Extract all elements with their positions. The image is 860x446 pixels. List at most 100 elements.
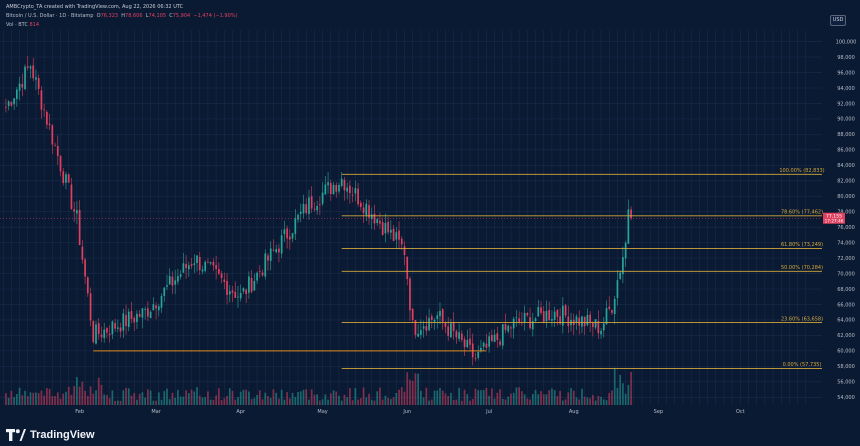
price-tick-label: 70,000 [837, 271, 855, 277]
candle-body [515, 317, 518, 319]
currency-button[interactable]: USD [830, 15, 846, 26]
volume-bar [168, 399, 171, 405]
volume-bar [237, 397, 239, 405]
volume-bar [406, 372, 409, 405]
volume-legend[interactable]: Vol · BTC 814 [6, 22, 40, 28]
volume-bar [209, 399, 212, 405]
high-value: 78,606 [125, 13, 143, 19]
volume-bar [253, 398, 256, 405]
candle-body [92, 321, 95, 343]
candle-body [376, 219, 379, 224]
candle-body [466, 340, 469, 348]
volume-bar [310, 389, 313, 405]
volume-bar [95, 390, 97, 405]
candle-body [272, 249, 275, 251]
candle-body [455, 331, 458, 338]
candle-body [190, 264, 193, 266]
candle-body [395, 232, 398, 240]
candle-body [392, 228, 395, 241]
candle-body [305, 204, 308, 214]
candle-body [458, 332, 460, 340]
volume-bar [196, 387, 198, 405]
volume-bar [78, 386, 81, 405]
time-tick-label: Sep [654, 409, 663, 415]
candle-body [480, 347, 482, 352]
volume-bar [144, 397, 146, 405]
candle-body [373, 213, 376, 224]
volume-bar [529, 399, 531, 405]
candle-body [56, 146, 59, 157]
volume-bar [248, 391, 250, 405]
candle-body [70, 184, 73, 209]
price-tick-label: 100,000 [836, 39, 857, 45]
candle-body [381, 222, 384, 235]
candle-body [630, 209, 632, 219]
volume-bar [207, 391, 209, 405]
candle-body [256, 272, 258, 281]
candle-body [551, 319, 553, 321]
candle-body [611, 310, 613, 313]
candle-body [7, 101, 10, 106]
symbol-name[interactable]: Bitcoin / U.S. Dollar · 1D · Bitstamp [6, 13, 94, 19]
time-tick-label: Feb [75, 409, 84, 415]
candle-body [242, 288, 245, 292]
volume-bar [354, 388, 357, 405]
candle-body [422, 326, 425, 329]
price-tick-label: 78,000 [837, 210, 855, 216]
volume-bar [127, 388, 130, 405]
candle-body [518, 318, 521, 323]
volume-bar [288, 398, 291, 405]
candle-body [439, 310, 441, 317]
candle-body [340, 178, 343, 186]
candle-body [258, 271, 261, 273]
candle-body [223, 279, 226, 283]
volume-bar [469, 400, 471, 405]
volume-bar [501, 398, 504, 405]
volume-bar [305, 389, 308, 405]
volume-bar [608, 393, 611, 405]
candle-body [564, 305, 567, 316]
time-axis[interactable]: Feb Mar Apr May Jun Jul Aug Sep Oct [75, 409, 744, 415]
candle-body [147, 308, 149, 317]
candle-body [583, 316, 586, 327]
candle-body [444, 322, 447, 327]
fibonacci-retracement: 100.00% (82,833) 78.60% (77,462) 61.80% (7… [341, 168, 825, 369]
volume-bar [477, 390, 480, 405]
price-axis[interactable]: 100,000 98,000 96,000 94,000 92,000 90,000 88,… [0, 39, 856, 401]
candle-body [556, 310, 559, 317]
volume-bar [466, 394, 469, 405]
volume-bar [556, 396, 559, 405]
candle-body [193, 263, 196, 265]
candle-body [54, 145, 56, 147]
volume-bar [329, 393, 332, 405]
price-tick-label: 72,000 [837, 256, 855, 262]
tradingview-logo-icon [6, 429, 26, 441]
candle-body [174, 280, 177, 285]
candle-body [460, 333, 463, 340]
volume-bar [149, 390, 152, 405]
candle-body [622, 257, 624, 275]
volume-bar [526, 398, 529, 405]
candle-body [269, 248, 272, 261]
price-tick-label: 76,000 [837, 225, 855, 231]
volume-bar [147, 389, 149, 405]
fib-level-label: 78.60% (77,462) [781, 210, 823, 216]
candle-body [62, 171, 65, 183]
candle-body [152, 304, 155, 311]
volume-bar [545, 394, 548, 405]
candle-body [469, 338, 471, 345]
candle-body [308, 197, 310, 214]
low-value: 74,105 [148, 13, 167, 19]
volume-bar [452, 400, 455, 405]
candle-body [310, 196, 313, 209]
volume-bar [611, 390, 613, 405]
candle-body [13, 98, 15, 105]
volume-bar [436, 390, 439, 405]
candle-body [283, 229, 286, 235]
candle-body [264, 253, 267, 277]
volume-bar [491, 388, 493, 405]
candle-body [510, 327, 512, 329]
volume-bar [133, 392, 136, 405]
candle-body [97, 323, 100, 335]
